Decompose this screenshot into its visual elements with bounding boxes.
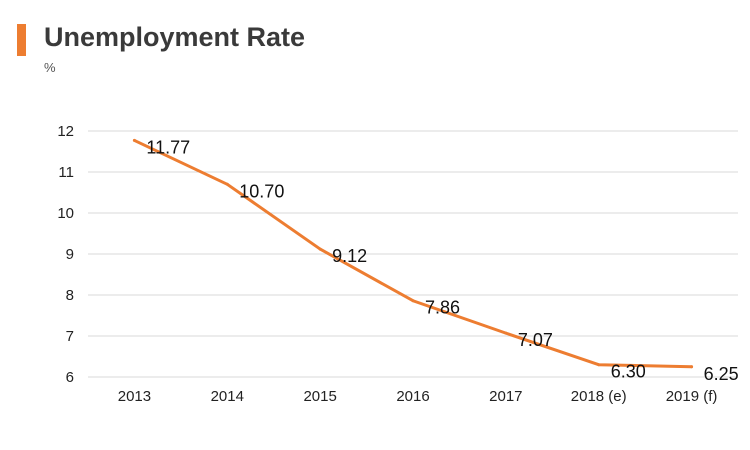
data-point	[690, 365, 694, 369]
data-point	[225, 182, 229, 186]
x-tick-label: 2018 (e)	[571, 388, 627, 405]
data-label: 6.25	[704, 364, 739, 384]
data-point	[318, 247, 322, 251]
data-point	[132, 138, 136, 142]
y-tick-label: 9	[66, 246, 74, 263]
title-accent-bar	[17, 24, 26, 56]
y-tick-label: 10	[57, 205, 74, 222]
data-label: 6.30	[611, 362, 646, 382]
data-point	[504, 331, 508, 335]
x-tick-label: 2015	[303, 388, 336, 405]
x-tick-label: 2016	[396, 388, 429, 405]
data-label: 7.86	[425, 298, 460, 318]
y-tick-label: 8	[66, 287, 74, 304]
y-tick-label: 6	[66, 369, 74, 386]
unit-label: %	[44, 60, 56, 75]
data-point	[411, 299, 415, 303]
y-tick-label: 7	[66, 328, 74, 345]
y-tick-label: 12	[57, 123, 74, 140]
chart-title: Unemployment Rate	[44, 22, 306, 52]
data-point	[597, 363, 601, 367]
x-tick-label: 2014	[211, 388, 244, 405]
data-label: 10.70	[239, 181, 284, 201]
y-tick-label: 11	[58, 164, 74, 181]
data-label: 9.12	[332, 246, 367, 266]
x-tick-label: 2013	[118, 388, 151, 405]
x-tick-label: 2019 (f)	[666, 388, 718, 405]
x-tick-label: 2017	[489, 388, 522, 405]
data-label: 7.07	[518, 330, 553, 350]
data-label: 11.77	[146, 137, 190, 157]
